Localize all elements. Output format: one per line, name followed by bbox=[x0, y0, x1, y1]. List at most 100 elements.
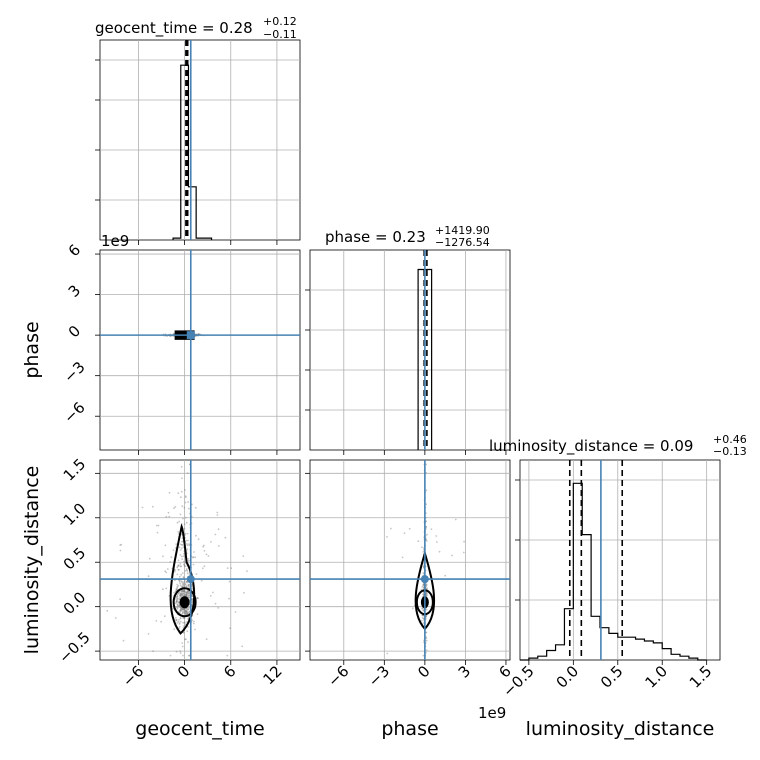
scatter-point bbox=[182, 560, 185, 563]
scatter-point bbox=[187, 590, 189, 593]
scatter-point bbox=[183, 581, 186, 583]
scatter-point bbox=[191, 598, 194, 600]
scatter-point bbox=[451, 554, 453, 557]
scatter-point bbox=[187, 608, 190, 611]
scatter-point bbox=[185, 581, 188, 584]
panel-phase-vs-geocent-time: 1e9 bbox=[95, 232, 301, 455]
scatter-point bbox=[242, 555, 245, 557]
scatter-point bbox=[425, 584, 428, 587]
scatter-point bbox=[181, 555, 183, 558]
scatter-point bbox=[188, 591, 190, 594]
scatter-point bbox=[184, 612, 187, 614]
panel-phase-hist: phase = 0.23 +1419.90 −1276.54 bbox=[305, 224, 511, 455]
scatter-point bbox=[401, 556, 404, 559]
scatter-point bbox=[187, 590, 190, 593]
scatter-point bbox=[178, 575, 181, 578]
scatter-point bbox=[422, 609, 425, 612]
title-luminosity-distance-sub: −0.13 bbox=[713, 445, 747, 458]
scatter-point bbox=[179, 513, 182, 516]
scatter-point bbox=[167, 511, 170, 514]
scatter-point bbox=[425, 649, 428, 652]
scatter-point bbox=[175, 606, 178, 609]
scatter-point bbox=[182, 617, 185, 619]
grid-lines bbox=[100, 40, 300, 240]
scatter-point bbox=[175, 600, 178, 603]
scatter-point bbox=[182, 589, 185, 592]
scatter-point bbox=[180, 593, 183, 596]
scatter-point bbox=[177, 584, 180, 587]
title-geocent-time: geocent_time = 0.28 bbox=[95, 19, 253, 38]
scatter-point bbox=[422, 614, 424, 617]
scatter-point bbox=[193, 551, 195, 553]
scatter-point bbox=[214, 602, 217, 605]
scatter-point bbox=[181, 592, 184, 595]
scatter-point bbox=[430, 528, 433, 530]
scatter-point bbox=[183, 563, 185, 566]
scatter-point bbox=[212, 591, 214, 594]
scatter-point bbox=[184, 610, 187, 612]
x-tick-label: 12 bbox=[260, 662, 286, 688]
x-tick-marks bbox=[343, 660, 507, 665]
scatter-point bbox=[175, 588, 178, 591]
scatter-point bbox=[165, 515, 168, 518]
scatter-point bbox=[176, 583, 179, 586]
scatter-point bbox=[182, 608, 185, 611]
scatter-point bbox=[181, 594, 184, 596]
scatter-point bbox=[425, 584, 428, 586]
scatter-point bbox=[425, 489, 428, 492]
panel-frame bbox=[309, 459, 511, 661]
scatter-point bbox=[425, 594, 428, 597]
scatter-point bbox=[216, 514, 219, 516]
scatter-point bbox=[217, 528, 220, 531]
scatter-point bbox=[179, 549, 182, 551]
scatter-point bbox=[177, 531, 180, 533]
scatter-point bbox=[184, 501, 187, 504]
scatter-point bbox=[183, 612, 186, 615]
scatter-point bbox=[188, 611, 191, 613]
scatter-point bbox=[182, 592, 185, 595]
scatter-point bbox=[186, 548, 189, 550]
scatter-point bbox=[180, 609, 183, 612]
scatter-point bbox=[177, 568, 180, 571]
scatter-point bbox=[181, 594, 184, 596]
scatter-point bbox=[183, 523, 186, 525]
scatter-point bbox=[420, 619, 423, 622]
x-tick-marks bbox=[343, 450, 507, 455]
scatter-point bbox=[196, 613, 199, 615]
scatter-point bbox=[203, 544, 205, 547]
scatter-point bbox=[186, 572, 189, 575]
scatter-point bbox=[200, 579, 203, 582]
scatter-point bbox=[173, 507, 175, 510]
scatter-point bbox=[179, 617, 182, 620]
scatter-point bbox=[425, 631, 428, 634]
scatter-point bbox=[178, 520, 181, 523]
scatter-point bbox=[172, 607, 174, 610]
scatter-point bbox=[444, 574, 447, 577]
scatter-point bbox=[179, 609, 182, 611]
scatter-point bbox=[425, 583, 428, 586]
scatter-point bbox=[425, 636, 428, 638]
scatter-point bbox=[183, 625, 185, 627]
scatter-point bbox=[186, 544, 189, 547]
scatter-point bbox=[193, 620, 195, 623]
scatter-point bbox=[155, 620, 158, 622]
scatter-point bbox=[228, 597, 231, 600]
scatter-point bbox=[181, 583, 184, 585]
scatter-point bbox=[436, 541, 438, 543]
scatter-point bbox=[224, 536, 227, 539]
truth-lines bbox=[310, 460, 510, 660]
panel-frame bbox=[99, 459, 301, 661]
scatter-point bbox=[194, 506, 197, 509]
scatter-point bbox=[191, 587, 194, 590]
scatter-point bbox=[216, 511, 219, 514]
scatter-point bbox=[454, 518, 457, 521]
scatter-point bbox=[182, 591, 185, 594]
scatter-point bbox=[197, 597, 199, 600]
scatter-point bbox=[186, 569, 189, 572]
scatter-point bbox=[185, 543, 188, 545]
title-phase-sub: −1276.54 bbox=[435, 236, 490, 249]
scatter-point bbox=[183, 585, 186, 588]
scatter-point bbox=[178, 579, 180, 582]
scatter-point bbox=[161, 588, 164, 591]
contour-outer bbox=[169, 523, 196, 635]
